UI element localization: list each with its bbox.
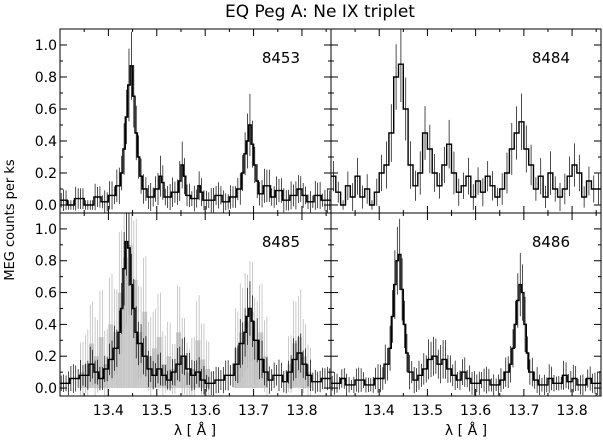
- x-tick-label: 13.4: [93, 403, 124, 419]
- spectrum-histogram: [60, 65, 331, 206]
- figure-title: EQ Peg A: Ne IX triplet: [225, 2, 415, 22]
- y-tick-label: 1.0: [35, 38, 57, 54]
- spectrum-histogram: [60, 240, 331, 384]
- x-tick-label: 13.8: [286, 403, 317, 419]
- y-tick-label: 0.4: [35, 134, 57, 150]
- x-axis-label-right: λ [ Å ]: [445, 422, 487, 439]
- panel-frame: [330, 212, 602, 397]
- y-tick-label: 0.2: [35, 349, 57, 365]
- background-bar: [127, 244, 131, 389]
- y-axis-label: MEG counts per ks: [3, 159, 18, 280]
- y-tick-label: 0.6: [35, 102, 57, 118]
- x-tick-label: 13.7: [238, 403, 269, 419]
- obs-id-label: 8453: [262, 49, 300, 67]
- spectrum-histogram: [331, 63, 601, 206]
- x-tick-label: 13.5: [412, 403, 443, 419]
- x-tick-label: 13.6: [190, 403, 221, 419]
- panel-top-right: 8484: [330, 28, 602, 214]
- x-tick-label: 13.5: [141, 403, 172, 419]
- obs-id-label: 8486: [532, 233, 570, 251]
- y-tick-label: 0.8: [35, 70, 57, 86]
- x-axis-label-left: λ [ Å ]: [174, 422, 216, 439]
- panel-top-left: 0.0 0.2 0.4 0.6 0.8 1.0 8453: [35, 28, 332, 214]
- y-tick-label: 1.0: [35, 222, 57, 238]
- x-tick-label: 13.4: [364, 403, 395, 419]
- obs-id-label: 8484: [532, 49, 570, 67]
- y-tick-label: 0.4: [35, 317, 57, 333]
- panel-bottom-left: 0.0 0.2 0.4 0.6 0.8 1.0 13.4 13.5 13.6 13.7 13.8 84…: [35, 212, 332, 419]
- spectrum-histogram: [331, 253, 601, 386]
- obs-id-label: 8485: [262, 233, 300, 251]
- x-tick-label: 13.7: [508, 403, 539, 419]
- x-tick-label: 13.8: [556, 403, 587, 419]
- y-tick-label: 0.8: [35, 254, 57, 270]
- panel-bottom-right: 13.4 13.5 13.6 13.7 13.8 8486: [330, 212, 602, 419]
- y-tick-label: 0.0: [35, 198, 57, 214]
- background-bar: [130, 244, 133, 389]
- y-tick-label: 0.2: [35, 166, 57, 182]
- y-tick-label: 0.6: [35, 286, 57, 302]
- x-tick-label: 13.6: [460, 403, 491, 419]
- y-tick-label: 0.0: [35, 381, 57, 397]
